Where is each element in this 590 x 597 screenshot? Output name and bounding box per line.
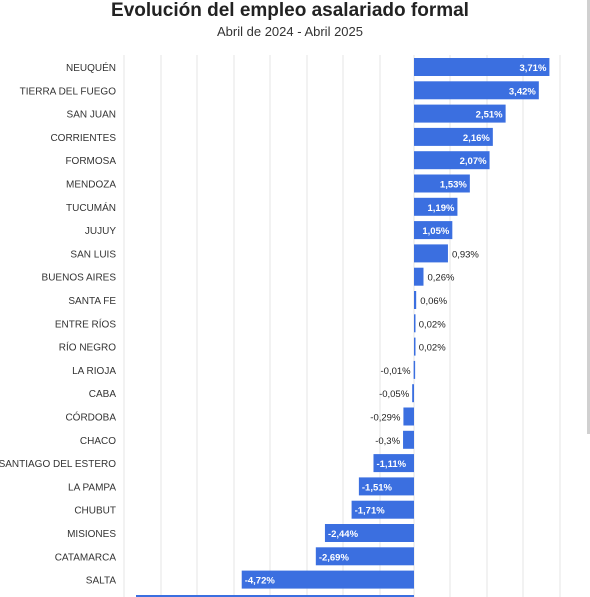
value-label: 3,42% <box>509 86 536 97</box>
grid-lines <box>123 55 561 597</box>
bar <box>414 174 470 193</box>
category-label: SALTA <box>86 576 117 587</box>
bar <box>351 500 414 519</box>
value-label: -2,69% <box>319 552 350 563</box>
category-label: CATAMARCA <box>55 552 117 563</box>
value-label: 2,16% <box>463 133 490 144</box>
category-label: SANTIAGO DEL ESTERO <box>0 459 116 470</box>
scrollbar-edge[interactable] <box>587 0 590 434</box>
category-label: ENTRE RÍOS <box>55 317 116 330</box>
value-label: -0,01% <box>381 366 412 377</box>
chart-subtitle: Abril de 2024 - Abril 2025 <box>217 24 363 39</box>
category-label: RÍO NEGRO <box>59 341 116 354</box>
category-label: TIERRA DEL FUEGO <box>20 86 117 97</box>
bar <box>414 267 424 286</box>
value-label: 0,26% <box>427 273 454 284</box>
bar <box>403 430 414 449</box>
bar <box>414 314 416 333</box>
value-label: 2,07% <box>460 156 487 167</box>
value-label: 0,93% <box>452 249 479 260</box>
bar <box>414 58 550 76</box>
value-label: 1,05% <box>422 226 449 237</box>
bar <box>315 547 414 566</box>
value-label: 3,71% <box>519 63 546 74</box>
category-labels: NEUQUÉN TIERRA DEL FUEGO SAN JUAN CORRIENTE… <box>0 61 116 587</box>
category-label: SAN JUAN <box>67 110 116 121</box>
value-labels: 3,71% 3,42% 2,51% 2,16% 2,07% 1,53% 1,19% 1,05%… <box>245 63 547 587</box>
category-label: CÓRDOBA <box>65 411 116 424</box>
category-label: BUENOS AIRES <box>42 273 117 284</box>
bar <box>414 221 453 240</box>
bar <box>358 477 414 496</box>
category-label: CORRIENTES <box>50 133 116 144</box>
category-label: SAN LUIS <box>70 249 116 260</box>
value-label: -1,11% <box>376 459 406 470</box>
bar <box>414 151 490 170</box>
bar <box>241 570 414 589</box>
bar <box>414 197 458 216</box>
chart-title: Evolución del empleo asalariado formal <box>111 0 469 21</box>
value-label: -1,71% <box>355 506 386 517</box>
value-label: 0,06% <box>420 296 447 307</box>
category-label: CHUBUT <box>74 506 116 517</box>
category-label: NEUQUÉN <box>66 61 116 74</box>
value-label: 0,02% <box>419 343 446 354</box>
category-label: MENDOZA <box>66 180 116 191</box>
value-label: -2,44% <box>328 529 359 540</box>
category-label: JUJUY <box>85 226 116 237</box>
bar <box>412 384 414 403</box>
bar <box>414 104 506 123</box>
value-label: -0,05% <box>379 389 410 400</box>
bar <box>414 244 448 263</box>
value-label: -0,3% <box>375 436 400 447</box>
bar <box>413 360 416 379</box>
bars <box>241 58 550 589</box>
value-label: 0,02% <box>419 319 446 330</box>
category-label: FORMOSA <box>65 156 116 167</box>
value-label: 2,51% <box>476 110 503 121</box>
category-label: SANTA FE <box>68 296 116 307</box>
value-label: -0,29% <box>370 413 401 424</box>
category-label: TUCUMÁN <box>66 201 116 214</box>
bar <box>414 337 416 356</box>
bar <box>324 524 414 542</box>
value-label: -4,72% <box>245 576 276 587</box>
bar <box>414 291 417 309</box>
category-label: CABA <box>89 389 117 400</box>
value-label: -1,51% <box>362 482 393 493</box>
bar <box>373 454 414 473</box>
category-label: LA PAMPA <box>68 482 116 493</box>
bar <box>414 81 539 100</box>
category-label: LA RIOJA <box>72 366 116 377</box>
value-label: 1,53% <box>440 180 467 191</box>
category-label: MISIONES <box>67 529 116 540</box>
bar <box>414 127 493 146</box>
value-label: 1,19% <box>427 203 454 214</box>
category-label: CHACO <box>80 436 116 447</box>
bar <box>403 407 414 426</box>
